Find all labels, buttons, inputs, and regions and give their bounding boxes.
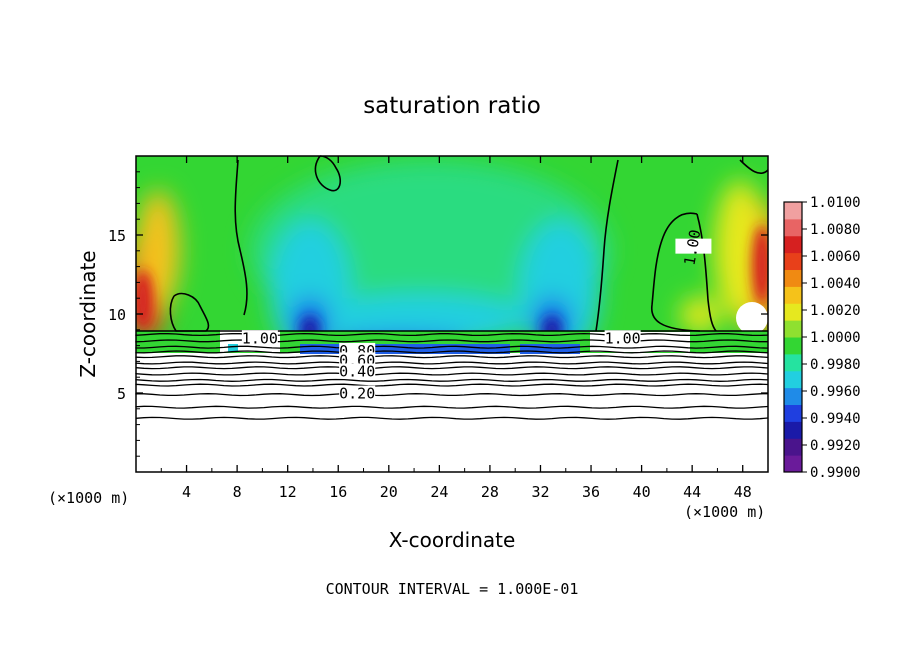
x-tick-label: 4 (182, 483, 191, 501)
y-axis-ticks: 5 10 15 (108, 171, 768, 457)
colorbar-label: 1.0060 (810, 249, 861, 265)
contour-line (135, 393, 769, 397)
colorbar-swatch (784, 286, 802, 304)
colorbar-swatch (784, 235, 802, 254)
contour-label-bg (241, 330, 278, 346)
y-tick-label: 15 (108, 227, 126, 245)
colorbar-label: 1.0020 (810, 303, 861, 319)
colorbar-swatch (784, 202, 802, 220)
colorbar-label: 1.0080 (810, 222, 861, 238)
x-axis-label: X-coordinate (389, 528, 516, 552)
y-tick-label: 10 (108, 306, 126, 324)
colorbar-swatch (784, 387, 802, 406)
colorbar-swatch (784, 353, 802, 372)
contour-labels: 1.001.00 1.000.800.600.400.20 (241, 228, 712, 403)
lower-contours (135, 332, 769, 420)
contour-label-bg (604, 330, 641, 346)
contour-line (135, 416, 769, 420)
x-tick-label: 24 (430, 483, 448, 501)
contour-line (135, 355, 769, 359)
x-tick-label: 44 (683, 483, 701, 501)
colorbar-label: 1.0000 (810, 330, 861, 346)
contour-line (135, 378, 769, 382)
x-tick-label: 20 (380, 483, 398, 501)
colorbar-swatch (784, 320, 802, 338)
colorbar-swatch (784, 421, 802, 439)
contour-line (135, 339, 768, 343)
chart-title: saturation ratio (363, 93, 541, 119)
y-tick-label: 5 (117, 385, 126, 403)
x-tick-label: 12 (279, 483, 297, 501)
contour-line (135, 345, 769, 349)
colorbar-label: 0.9920 (810, 438, 861, 454)
x-axis-ticks: 4 8 12 16 20 24 28 32 36 40 44 48 (160, 156, 752, 501)
x-tick-label: 8 (233, 483, 242, 501)
colorbar-swatch (784, 370, 802, 389)
colorbar-label: 1.0040 (810, 276, 861, 292)
colorbar-label: 0.9960 (810, 384, 861, 400)
colorbar-swatch (784, 252, 802, 271)
colorbar-label: 0.9980 (810, 357, 861, 373)
contour-label: 0.20 (339, 385, 375, 403)
colorbar-swatch (784, 337, 802, 355)
x-tick-label: 32 (531, 483, 549, 501)
contour-label-bg (339, 363, 376, 379)
contour-label: 1.00 (242, 329, 278, 347)
contour-line (135, 383, 769, 387)
x-unit-label-right: (×1000 m) (684, 503, 765, 521)
colorbar-label: 0.9940 (810, 411, 861, 427)
colorbar-label: 0.9900 (810, 465, 861, 481)
contour-line (135, 350, 769, 354)
plot-area: 1.001.00 1.000.800.600.400.20 (135, 155, 769, 473)
contour-label: 0.40 (339, 362, 375, 380)
color-field (136, 156, 768, 331)
x-tick-label: 28 (481, 483, 499, 501)
colorbar-swatch (784, 269, 802, 287)
y-axis-label: Z-coordinate (76, 250, 100, 377)
contour-line (135, 372, 769, 376)
x-tick-label: 48 (734, 483, 752, 501)
colorbar-swatch (784, 438, 802, 456)
contour-label-bg (675, 238, 712, 254)
contour-label: 1.00 (605, 329, 641, 347)
contour-interval-note: CONTOUR INTERVAL = 1.000E-01 (326, 580, 579, 598)
colorbar-swatch (784, 218, 802, 237)
x-tick-label: 36 (582, 483, 600, 501)
colorbar-swatch (784, 404, 802, 422)
colorbar-swatch (784, 303, 802, 321)
x-tick-label: 16 (329, 483, 347, 501)
contour-line (135, 361, 769, 365)
contour-label: 1.00 (680, 228, 704, 267)
colorbar-swatch (784, 455, 802, 473)
contour-line (135, 366, 769, 370)
x-unit-label-left: (×1000 m) (48, 489, 129, 507)
contour-line (135, 332, 769, 337)
colorbar: 1.0100 1.0080 1.0060 1.0040 1.0020 1.0000 0.99… (783, 195, 861, 481)
contour-line (135, 405, 769, 409)
colorbar-label: 1.0100 (810, 195, 861, 211)
x-tick-label: 40 (633, 483, 651, 501)
contour-label-bg (339, 385, 376, 401)
